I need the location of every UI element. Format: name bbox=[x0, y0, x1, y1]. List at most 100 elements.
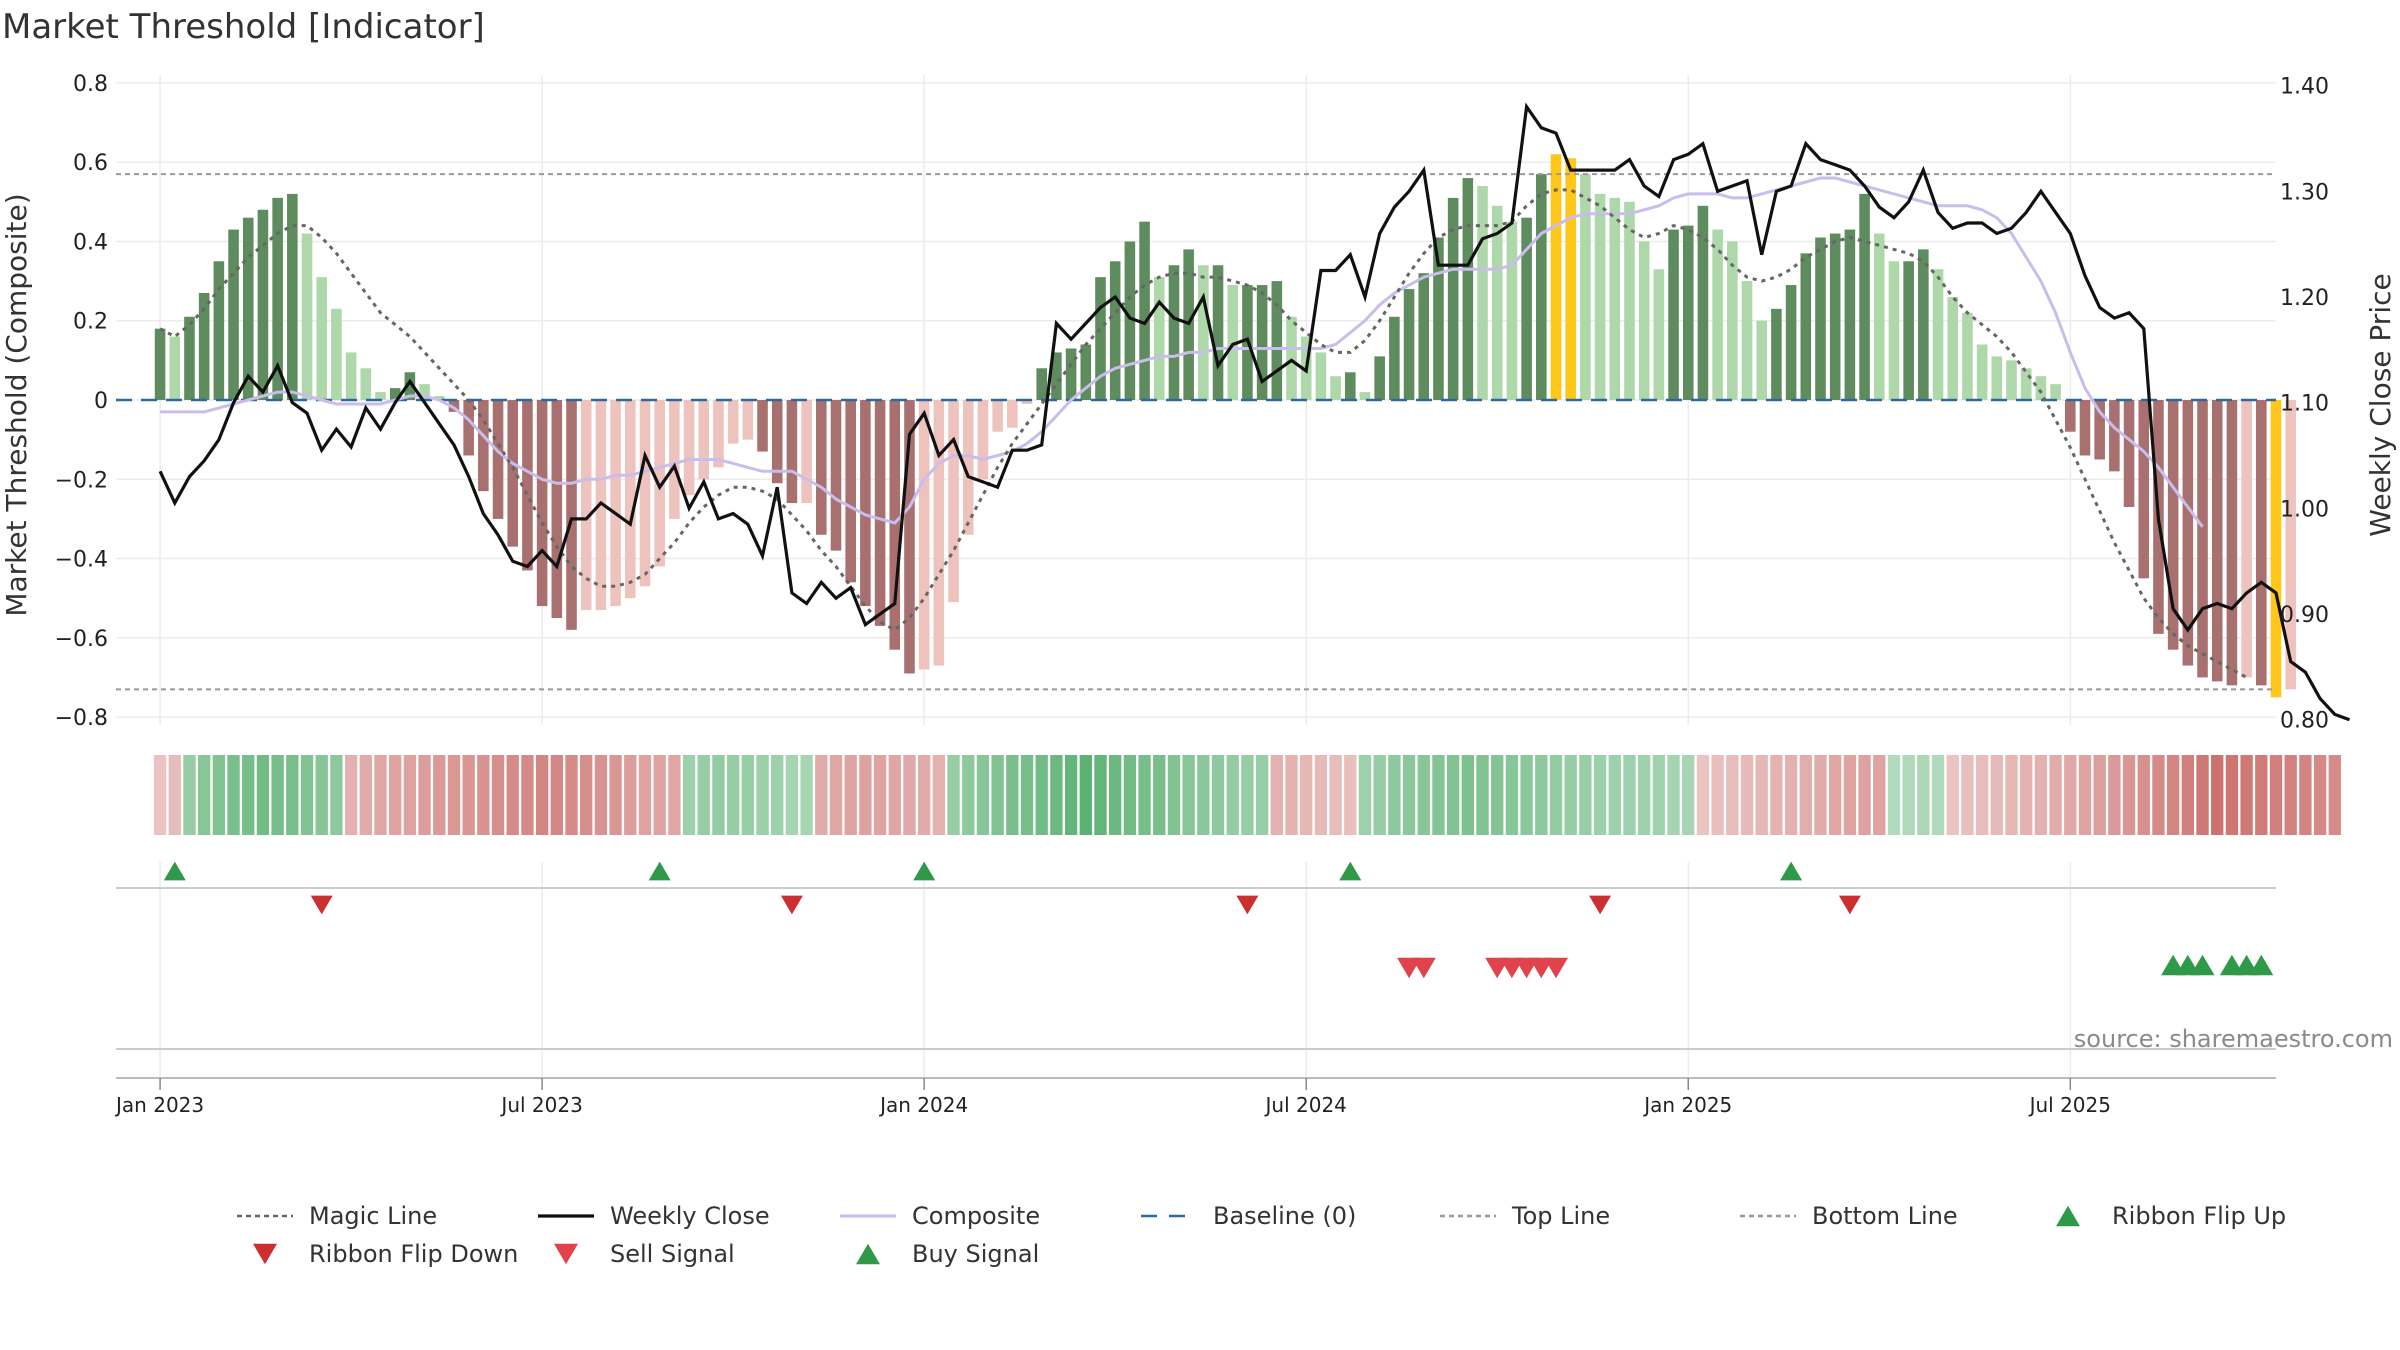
composite-bar bbox=[1095, 277, 1106, 400]
composite-bar bbox=[1962, 312, 1973, 400]
ribbon-segment bbox=[1535, 755, 1548, 835]
legend-item: Top Line bbox=[1440, 1202, 1610, 1230]
ribbon-segment bbox=[1505, 755, 1519, 835]
left-tick-label: −0.6 bbox=[55, 627, 108, 652]
legend-item: Buy Signal bbox=[856, 1240, 1039, 1268]
ribbon-segment bbox=[1579, 755, 1592, 835]
ribbon-segment bbox=[991, 755, 1004, 835]
composite-bar bbox=[786, 400, 798, 504]
ribbon-segment bbox=[1476, 755, 1489, 835]
ribbon-segment bbox=[1417, 755, 1430, 835]
composite-bar bbox=[1903, 261, 1914, 400]
composite-bar bbox=[2094, 400, 2105, 460]
ribbon-segment bbox=[1623, 755, 1636, 835]
ribbon-segment bbox=[1799, 755, 1812, 835]
ribbon-segment bbox=[1358, 755, 1372, 835]
composite-bar bbox=[683, 400, 695, 496]
ribbon-segment bbox=[1784, 755, 1798, 835]
ribbon-segment bbox=[359, 755, 372, 835]
ribbon-segment bbox=[2284, 755, 2297, 835]
ribbon-flip-down-marker bbox=[780, 895, 803, 915]
ribbon-segment bbox=[1461, 755, 1475, 835]
ribbon-segment bbox=[1079, 755, 1092, 835]
ribbon-segment bbox=[1094, 755, 1107, 835]
composite-bar bbox=[242, 217, 254, 400]
ribbon-segment bbox=[153, 755, 167, 835]
composite-bar bbox=[698, 400, 710, 480]
composite-bar bbox=[1462, 178, 1474, 400]
right-axis-title: Weekly Close Price bbox=[2364, 273, 2397, 536]
composite-bar bbox=[2285, 400, 2296, 690]
ribbon-segment bbox=[2152, 755, 2165, 835]
composite-bar bbox=[889, 400, 901, 650]
composite-bar bbox=[2182, 400, 2194, 666]
signal-markers bbox=[163, 861, 2274, 979]
composite-bar bbox=[1918, 249, 1929, 400]
composite-bar bbox=[1800, 253, 1812, 400]
ribbon-flip-up-marker bbox=[1339, 861, 1362, 881]
composite-bar bbox=[2006, 360, 2017, 400]
composite-bar bbox=[1403, 289, 1415, 400]
composite-bar bbox=[389, 388, 401, 400]
left-tick-label: −0.2 bbox=[55, 468, 108, 493]
ribbon-segment bbox=[2313, 755, 2327, 835]
ribbon-segment bbox=[2299, 755, 2312, 835]
ribbon-segment bbox=[800, 755, 813, 835]
composite-bar bbox=[977, 400, 989, 480]
composite-bar bbox=[213, 261, 225, 400]
left-tick-label: 0.8 bbox=[73, 72, 108, 97]
ribbon-segment bbox=[1373, 755, 1386, 835]
buy-signal-marker bbox=[2190, 954, 2215, 976]
ribbon-segment bbox=[1902, 755, 1915, 835]
x-tick-label: Jul 2023 bbox=[499, 1093, 582, 1117]
composite-bar bbox=[228, 229, 239, 400]
legend-label: Ribbon Flip Up bbox=[2112, 1202, 2286, 1230]
ribbon-segment bbox=[1652, 755, 1666, 835]
composite-bar bbox=[1168, 265, 1180, 400]
ribbon-segment bbox=[638, 755, 652, 835]
ribbon-segment bbox=[242, 755, 255, 835]
ribbon-segment bbox=[1667, 755, 1680, 835]
ribbon-segment bbox=[1549, 755, 1563, 835]
right-tick-label: 1.00 bbox=[2280, 497, 2329, 522]
composite-bar bbox=[2079, 400, 2091, 456]
ribbon-segment bbox=[1432, 755, 1445, 835]
composite-bar bbox=[1521, 217, 1532, 400]
composite-bar bbox=[1286, 316, 1297, 400]
legend-swatch bbox=[554, 1243, 578, 1265]
x-tick-label: Jul 2025 bbox=[2028, 1093, 2111, 1117]
ribbon-segment bbox=[1446, 755, 1460, 835]
ribbon-flip-down-marker bbox=[1589, 895, 1612, 915]
magic-line bbox=[159, 188, 2248, 679]
ribbon-segment bbox=[1990, 755, 2003, 835]
ribbon-segment bbox=[256, 755, 270, 835]
composite-bar bbox=[1844, 229, 1856, 400]
composite-bar bbox=[2138, 400, 2150, 579]
ribbon-segment bbox=[712, 755, 725, 835]
ribbon-segment bbox=[1035, 755, 1048, 835]
ribbon-segment bbox=[1755, 755, 1768, 835]
composite-bar bbox=[272, 197, 283, 400]
composite-bar bbox=[1668, 229, 1679, 400]
ribbon-segment bbox=[389, 755, 402, 835]
ribbon-segment bbox=[168, 755, 181, 835]
composite-bar bbox=[1712, 229, 1723, 400]
ribbon-segment bbox=[2005, 755, 2018, 835]
ribbon-segment bbox=[2122, 755, 2136, 835]
composite-bar bbox=[1785, 285, 1797, 400]
composite-bar bbox=[507, 400, 519, 547]
composite-bar bbox=[1771, 308, 1782, 400]
ribbon-segment bbox=[1682, 755, 1695, 835]
ribbon-segment bbox=[330, 755, 343, 835]
ribbon-segment bbox=[1064, 755, 1078, 835]
axis-ticks: 0.8 0.6 0.4 0.2 0 −0.2 −0.4 −0.6 −0.8 1.40 1.30 1.2… bbox=[55, 72, 2329, 1117]
ribbon-segment bbox=[580, 755, 593, 835]
ribbon-segment bbox=[2255, 755, 2268, 835]
composite-bar bbox=[2226, 400, 2238, 686]
ribbon-segment bbox=[1726, 755, 1739, 835]
ribbon-segment bbox=[550, 755, 563, 835]
composite-bar bbox=[933, 400, 945, 666]
ribbon-segment bbox=[785, 755, 799, 835]
ribbon-segment bbox=[1197, 755, 1210, 835]
ribbon-segment bbox=[1314, 755, 1328, 835]
